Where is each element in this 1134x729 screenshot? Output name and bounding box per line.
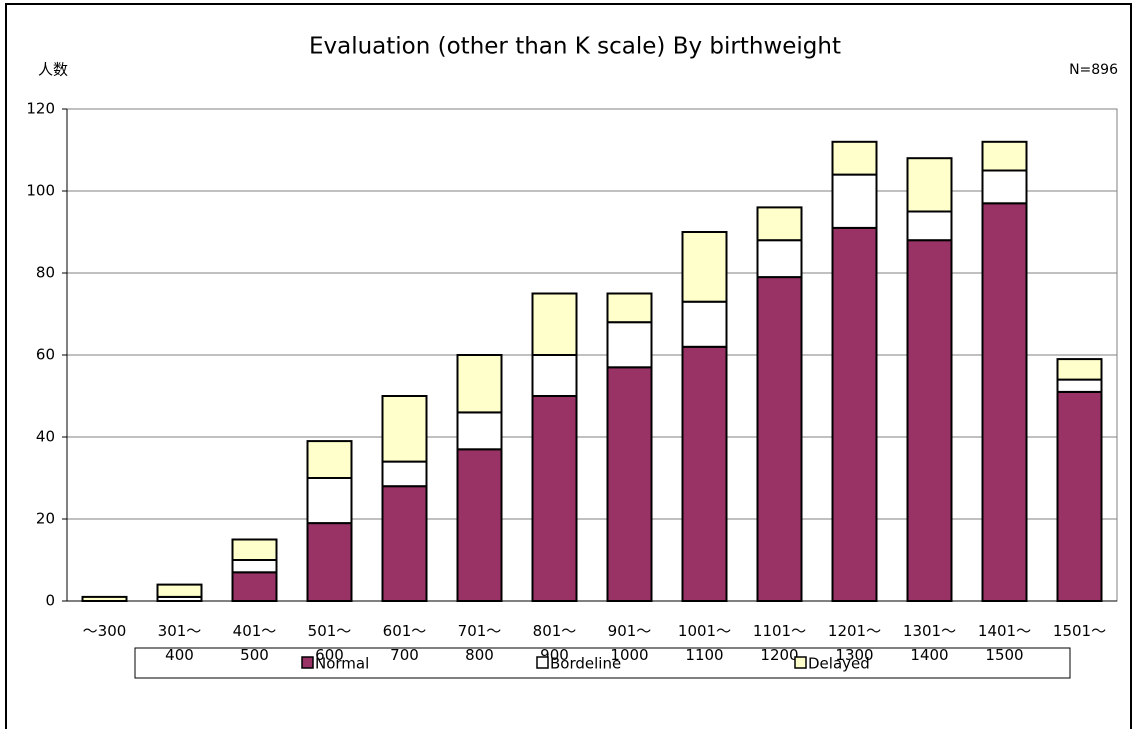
- annotation: N=896: [1069, 62, 1118, 78]
- x-tick-label-line: 600: [315, 646, 344, 664]
- bar-segment: [81, 595, 128, 603]
- bar-segment: [981, 169, 1028, 205]
- x-tick-label-line: 1000: [610, 646, 648, 664]
- x-tick-label-line: 1100: [685, 646, 723, 664]
- x-tick-label-line: 1001～: [678, 622, 731, 640]
- x-tick-label-line: 301～: [158, 622, 202, 640]
- bar-segment: [381, 395, 428, 463]
- legend-label: Normal: [315, 655, 369, 673]
- bar-segment: [756, 206, 803, 242]
- x-tick-label-line: 1500: [985, 646, 1023, 664]
- x-tick-label: 1301～ 1400: [903, 622, 956, 664]
- bar-segment: [831, 173, 878, 229]
- x-tick-label-line: 400: [165, 646, 194, 664]
- bar-segment: [906, 210, 953, 242]
- bar-segment: [831, 140, 878, 176]
- y-tick-label: 0: [45, 592, 55, 610]
- x-tick-label-line: 401～: [233, 622, 277, 640]
- y-tick-label: 20: [36, 510, 55, 528]
- y-tick-label: 60: [36, 346, 55, 364]
- bar-segment: [606, 292, 653, 324]
- bar-segment: [306, 522, 353, 602]
- legend-swatch: [794, 656, 807, 669]
- bar-segment: [981, 140, 1028, 172]
- x-tick-label: 1201～ 1300: [828, 622, 881, 664]
- bar-segment: [306, 440, 353, 480]
- x-tick-label-line: 700: [390, 646, 419, 664]
- legend-swatch: [301, 656, 314, 669]
- bar-segment: [456, 411, 503, 451]
- x-tick-label-line: 701～: [458, 622, 502, 640]
- x-tick-label: 1101～ 1200: [753, 622, 806, 664]
- bar-segment: [231, 559, 278, 574]
- y-tick-label: 80: [36, 264, 55, 282]
- x-tick-label: 601～ 700: [383, 622, 427, 664]
- bar-segment: [231, 538, 278, 561]
- x-tick-label: ～300: [83, 622, 127, 640]
- x-tick-label-line: 1401～: [978, 622, 1031, 640]
- y-tick-label: 120: [26, 100, 55, 118]
- bar-segment: [1056, 378, 1103, 393]
- x-tick-label: 1001～ 1100: [678, 622, 731, 664]
- x-tick-label-line: 500: [240, 646, 269, 664]
- x-tick-label: 1501～: [1053, 622, 1106, 640]
- x-tick-label-line: 1501～: [1053, 622, 1106, 640]
- x-tick-label-line: 901～: [608, 622, 652, 640]
- bar-segment: [981, 202, 1028, 603]
- x-tick-label-line: ～300: [83, 622, 127, 640]
- bar-segment: [381, 485, 428, 603]
- legend: [134, 647, 1071, 679]
- x-tick-label-line: 601～: [383, 622, 427, 640]
- bar-segment: [531, 292, 578, 356]
- bar-segment: [756, 239, 803, 279]
- x-tick-label-line: 501～: [308, 622, 352, 640]
- bar-segment: [906, 239, 953, 602]
- bar-segment: [456, 448, 503, 602]
- bar-segment: [531, 354, 578, 397]
- x-tick-label: 401～ 500: [233, 622, 277, 664]
- bar-segment: [156, 583, 203, 598]
- chart-title: Evaluation (other than K scale) By birth…: [309, 34, 841, 60]
- x-tick-label-line: 1300: [835, 646, 873, 664]
- bar-segment: [231, 571, 278, 602]
- x-tick-label-line: 1101～: [753, 622, 806, 640]
- x-tick-label-line: 1201～: [828, 622, 881, 640]
- legend-label: Bordeline: [550, 655, 621, 673]
- bar-segment: [906, 157, 953, 213]
- x-tick-label: 501～ 600: [308, 622, 352, 664]
- bar-segment: [1056, 390, 1103, 602]
- y-axis-label: 人数: [38, 61, 68, 79]
- y-tick-label: 100: [26, 182, 55, 200]
- bar-segment: [756, 276, 803, 602]
- x-tick-label-line: 1301～: [903, 622, 956, 640]
- x-tick-label-line: 801～: [533, 622, 577, 640]
- bar-segment: [681, 345, 728, 602]
- x-tick-label: 901～ 1000: [608, 622, 652, 664]
- bar-segment: [831, 226, 878, 602]
- bar-segment: [456, 354, 503, 414]
- bar-segment: [681, 231, 728, 303]
- legend-swatch: [536, 656, 549, 669]
- x-tick-label: 701～ 800: [458, 622, 502, 664]
- bar-segment: [531, 395, 578, 602]
- bar-segment: [381, 460, 428, 488]
- y-tick-label: 40: [36, 428, 55, 446]
- x-tick-label-line: 800: [465, 646, 494, 664]
- legend-label: Delayed: [808, 655, 870, 673]
- bar-segment: [1056, 358, 1103, 381]
- x-tick-label-line: 1400: [910, 646, 948, 664]
- bar-segment: [606, 366, 653, 602]
- x-tick-label: 301～ 400: [158, 622, 202, 664]
- x-tick-label: 1401～ 1500: [978, 622, 1031, 664]
- bar-segment: [681, 300, 728, 348]
- bar-segment: [606, 321, 653, 369]
- bar-segment: [306, 477, 353, 525]
- x-tick-label-line: 1200: [760, 646, 798, 664]
